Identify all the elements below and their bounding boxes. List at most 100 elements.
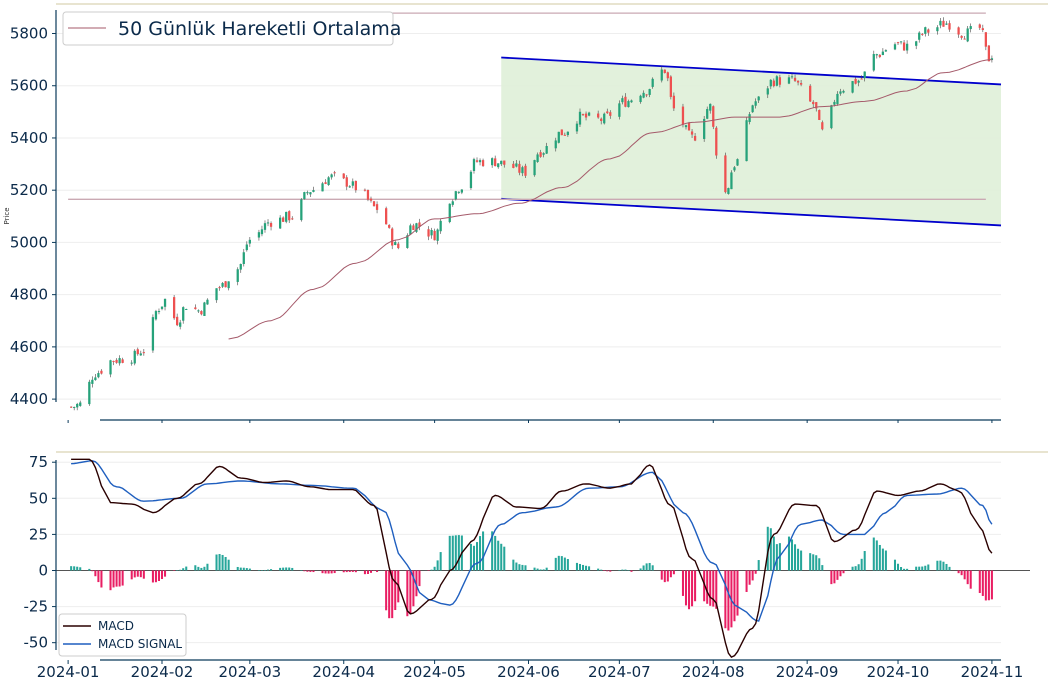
- macd-histogram-bar: [621, 569, 624, 571]
- candle-body: [288, 211, 291, 221]
- macd-histogram-bar: [851, 566, 854, 571]
- candle-body: [736, 159, 739, 166]
- macd-histogram-bar: [557, 555, 560, 571]
- macd-histogram-bar: [709, 570, 712, 606]
- macd-histogram-bar: [830, 570, 833, 585]
- candle-body: [372, 201, 376, 207]
- candle-body: [163, 298, 167, 307]
- macd-histogram-bar: [227, 559, 230, 571]
- candle-body: [899, 41, 903, 43]
- candle-body: [282, 217, 285, 222]
- macd-histogram-bar: [942, 561, 945, 571]
- candle-body: [663, 69, 666, 74]
- candle-body: [363, 189, 367, 191]
- macd-histogram-bar: [981, 570, 984, 596]
- candle-body: [627, 101, 630, 108]
- macd-histogram-bar: [221, 554, 224, 571]
- macd-histogram-bar: [324, 570, 327, 574]
- candle-body: [715, 127, 718, 156]
- candle-body: [121, 359, 124, 363]
- macd-histogram-bar: [409, 570, 412, 615]
- candle-body: [130, 362, 133, 364]
- macd-histogram-bar: [433, 566, 436, 571]
- candle-body: [236, 269, 239, 282]
- macd-histogram-bar: [118, 570, 121, 587]
- macd-histogram-bar: [906, 568, 909, 571]
- macd-histogram-bar: [915, 566, 918, 571]
- candle-body: [309, 192, 312, 195]
- candle-body: [239, 263, 242, 270]
- candle-body: [878, 54, 881, 57]
- macd-histogram-bar: [351, 570, 354, 572]
- macd-histogram-bar: [327, 570, 330, 574]
- candle-body: [757, 96, 760, 101]
- macd-y-tick-label: -25: [24, 598, 49, 616]
- candle-body: [630, 100, 633, 103]
- candle-body: [385, 208, 388, 225]
- candle-body: [160, 306, 164, 309]
- macd-histogram-bar: [303, 570, 306, 572]
- macd-histogram-bar: [76, 566, 79, 571]
- macd-histogram-bar: [957, 570, 960, 574]
- candle-body: [690, 131, 694, 135]
- macd-histogram-bar: [288, 567, 291, 571]
- macd-histogram-bar: [494, 535, 497, 571]
- candle-body: [727, 188, 730, 194]
- macd-histogram-bar: [112, 570, 115, 588]
- candle-body: [618, 103, 621, 117]
- macd-histogram-bar: [624, 569, 627, 571]
- macd-histogram-bar: [688, 570, 691, 610]
- macd-histogram-bar: [639, 568, 642, 571]
- macd-histogram-bar: [694, 570, 697, 602]
- candle-body: [645, 94, 648, 96]
- candle-body: [151, 317, 155, 351]
- macd-histogram-bar: [921, 566, 924, 571]
- macd-histogram-bar: [588, 566, 591, 571]
- macd-histogram-bar: [648, 562, 651, 571]
- moving-average: [228, 59, 992, 340]
- price-panel: 4400 4600 4800 5000 5200 5400 5600 5800 Price 5…: [3, 10, 1002, 423]
- macd-histogram-bar: [206, 563, 209, 571]
- macd-histogram-bar: [394, 570, 397, 611]
- candle-body: [854, 78, 857, 84]
- macd-histogram-bar: [482, 531, 485, 571]
- macd-histogram-bar: [966, 570, 969, 585]
- macd-histogram-bar: [597, 568, 600, 571]
- candle-body: [366, 189, 370, 200]
- candle-body: [79, 402, 82, 406]
- macd-legend: MACD MACD SIGNAL: [58, 613, 187, 657]
- macd-histogram-bar: [875, 540, 878, 571]
- candle-body: [818, 109, 821, 120]
- macd-histogram-bar: [512, 559, 515, 571]
- candle-body: [475, 160, 479, 162]
- candle-body: [842, 90, 845, 93]
- macd-histogram-bar: [427, 570, 430, 571]
- candle-body: [157, 311, 161, 313]
- macd-axes: -50 -25 0 25 50 75 2024-01 2024-02 2024-03 2024-0…: [24, 453, 1024, 681]
- macd-histogram-bar: [990, 570, 993, 600]
- candle-body: [172, 297, 176, 319]
- candle-body: [312, 190, 315, 192]
- candle-body: [245, 244, 248, 251]
- macd-histogram-bar: [560, 556, 563, 571]
- macd-histogram-bar: [745, 570, 748, 592]
- macd-histogram-bar: [703, 570, 706, 602]
- macd-histogram-bar: [185, 566, 188, 571]
- macd-histogram-bar: [984, 570, 987, 601]
- candle-body: [224, 281, 227, 288]
- macd-histogram-bar: [430, 569, 433, 571]
- macd-histogram-bar: [945, 563, 948, 571]
- candle-body: [260, 229, 264, 235]
- macd-histogram-bar: [139, 570, 142, 578]
- candle-body: [533, 160, 536, 176]
- macd-histogram-bar: [263, 569, 267, 571]
- price-y-tick-label: 5000: [10, 233, 48, 251]
- macd-histogram-bar: [609, 570, 612, 572]
- macd-histogram-bar: [627, 570, 630, 571]
- macd-y-tick-label: 0: [38, 561, 48, 579]
- candle-body: [554, 140, 557, 149]
- candle-body: [709, 103, 712, 111]
- macd-histogram-bar: [291, 567, 294, 571]
- macd-histogram-bar: [842, 570, 845, 574]
- candle-body: [263, 223, 267, 230]
